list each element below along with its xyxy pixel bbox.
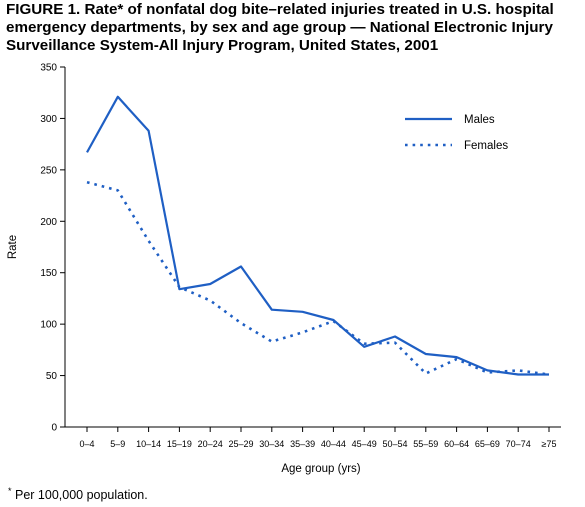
y-tick-label: 150 [40, 268, 57, 279]
y-axis-ticks: 0 50 100 150 200 250 300 350 [40, 63, 65, 434]
figure-title: FIGURE 1. Rate* of nonfatal dog bite–rel… [6, 1, 554, 54]
legend-label-males: Males [464, 114, 495, 126]
x-tick-label: 70–74 [506, 439, 531, 449]
x-tick-label: 5–9 [110, 439, 125, 449]
series-line-males [86, 95, 549, 376]
x-tick-label: 65–69 [475, 439, 500, 449]
x-tick-label: 25–29 [228, 439, 253, 449]
x-axis-label: Age group (yrs) [281, 463, 360, 475]
x-tick-label: 45–49 [352, 439, 377, 449]
x-tick-label: ≥75 [542, 439, 557, 449]
y-tick-label: 300 [40, 114, 57, 125]
x-tick-label: 55–59 [413, 439, 438, 449]
y-axis-label: Rate [7, 235, 19, 259]
footnote-marker: * [8, 486, 12, 496]
y-tick-label: 200 [40, 217, 57, 228]
y-tick-label: 100 [40, 320, 57, 331]
y-tick-label: 50 [46, 371, 58, 382]
x-tick-label: 10–14 [136, 439, 161, 449]
y-tick-label: 350 [40, 63, 57, 74]
x-axis-ticks: 0–4 5–9 10–14 15–19 20–24 25–29 30–34 35–39 40–4… [79, 427, 556, 449]
x-tick-label: 35–39 [290, 439, 315, 449]
series-lines [86, 95, 550, 376]
footnote: * Per 100,000 population. [8, 486, 148, 502]
axes [64, 67, 561, 428]
legend: Males Females [405, 114, 508, 152]
x-tick-label: 30–34 [259, 439, 284, 449]
footnote-text: Per 100,000 population. [11, 488, 148, 503]
x-tick-label: 60–64 [444, 439, 469, 449]
x-tick-label: 20–24 [198, 439, 223, 449]
y-tick-label: 0 [51, 423, 57, 434]
y-tick-label: 250 [40, 165, 57, 176]
series-line-females [86, 180, 550, 376]
x-tick-label: 50–54 [382, 439, 407, 449]
x-tick-label: 0–4 [79, 439, 94, 449]
x-tick-label: 40–44 [321, 439, 346, 449]
legend-label-females: Females [464, 140, 508, 152]
x-tick-label: 15–19 [167, 439, 192, 449]
